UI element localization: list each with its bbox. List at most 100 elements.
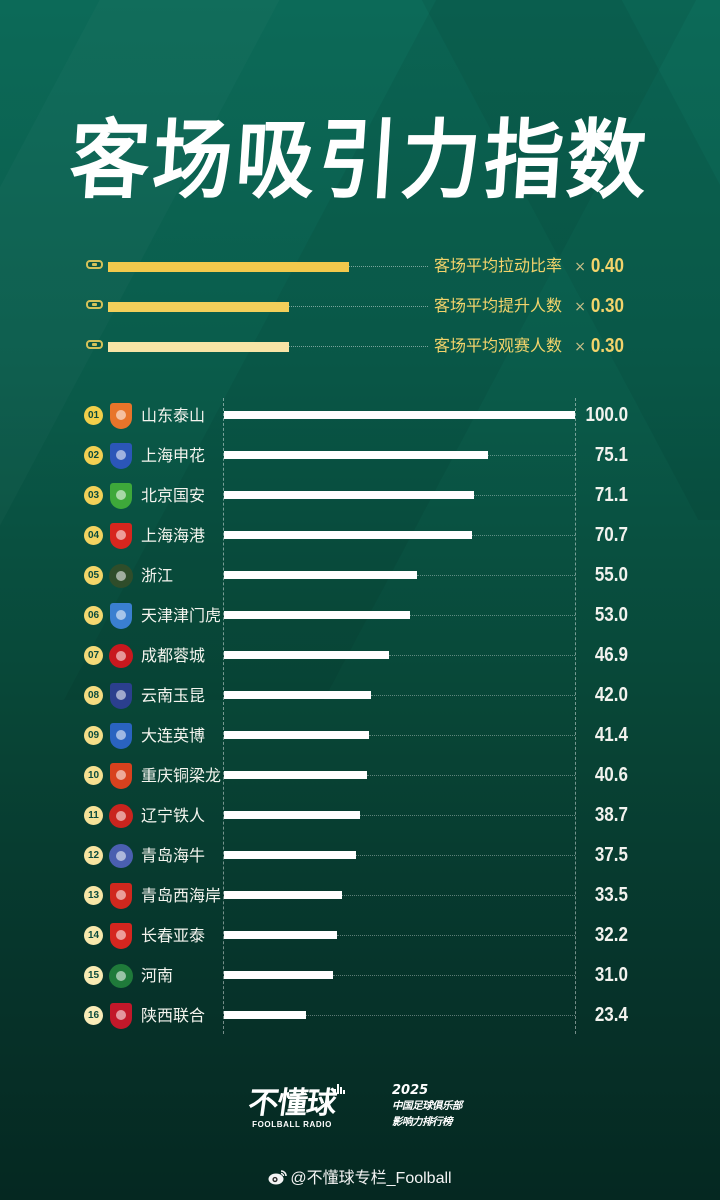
score-bar <box>224 571 417 579</box>
rank-badge: 08 <box>84 686 103 705</box>
legend-leader-line <box>289 306 428 307</box>
legend-weight: 0.30 <box>590 335 624 357</box>
team-crest-icon <box>110 883 132 909</box>
audio-wave-icon <box>334 1084 346 1094</box>
legend-bar <box>108 302 289 312</box>
score-value: 75.1 <box>594 444 628 466</box>
stadium-icon <box>86 300 103 309</box>
bar-leader-line <box>389 655 575 656</box>
ranking-row: 15 河南 31.0 <box>0 956 720 996</box>
tag-line1: 中国足球俱乐部 <box>392 1100 463 1112</box>
score-bar <box>224 811 360 819</box>
legend-leader-line <box>289 346 428 347</box>
page-title: 客场吸引力指数 <box>66 111 654 211</box>
stadium-icon <box>86 340 103 349</box>
score-value: 41.4 <box>594 724 628 746</box>
score-bar <box>224 611 410 619</box>
rank-badge: 16 <box>84 1006 103 1025</box>
ranking-chart: 01 山东泰山 100.0 02 上海申花 75.1 03 北京国安 71.1 04 上海海港 70.… <box>0 396 720 1036</box>
team-name: 陕西联合 <box>141 1006 206 1025</box>
score-value: 46.9 <box>594 644 628 666</box>
score-bar <box>224 531 472 539</box>
score-bar <box>224 851 356 859</box>
bar-leader-line <box>356 855 575 856</box>
score-value: 32.2 <box>594 924 628 946</box>
team-crest-icon <box>110 403 132 429</box>
team-crest-icon <box>110 1003 132 1029</box>
score-bar <box>224 451 488 459</box>
team-crest-icon <box>110 723 132 749</box>
score-value: 40.6 <box>594 764 628 786</box>
team-name: 天津津门虎 <box>141 606 222 625</box>
score-bar <box>224 691 371 699</box>
legend-leader-line <box>349 266 428 267</box>
team-name: 青岛西海岸 <box>141 886 222 905</box>
team-crest-icon <box>109 964 133 988</box>
team-crest-icon <box>109 564 133 588</box>
brand-logo-subtitle: FOOLBALL RADIO <box>252 1120 332 1129</box>
ranking-row: 12 青岛海牛 37.5 <box>0 836 720 876</box>
brand-logo-text: 不懂球 <box>246 1086 339 1121</box>
bar-leader-line <box>306 1015 575 1016</box>
team-name: 山东泰山 <box>141 406 206 425</box>
ranking-row: 01 山东泰山 100.0 <box>0 396 720 436</box>
ranking-row: 09 大连英博 41.4 <box>0 716 720 756</box>
team-name: 成都蓉城 <box>141 646 206 665</box>
rank-badge: 06 <box>84 606 103 625</box>
tag-year: 2025 <box>392 1083 429 1098</box>
team-name: 北京国安 <box>141 486 206 505</box>
score-value: 71.1 <box>594 484 628 506</box>
bar-leader-line <box>410 615 575 616</box>
score-bar <box>224 771 367 779</box>
ranking-row: 13 青岛西海岸 33.5 <box>0 876 720 916</box>
weibo-icon <box>268 1169 288 1185</box>
rank-badge: 14 <box>84 926 103 945</box>
ranking-row: 14 长春亚泰 32.2 <box>0 916 720 956</box>
score-bar <box>224 891 342 899</box>
score-value: 53.0 <box>594 604 628 626</box>
score-value: 55.0 <box>594 564 628 586</box>
score-bar <box>224 491 474 499</box>
multiply-sign: × <box>574 339 586 355</box>
tag-line2: 影响力排行榜 <box>392 1116 453 1128</box>
weibo-handle: @不懂球专栏_Foolball <box>290 1170 452 1187</box>
bar-leader-line <box>333 975 575 976</box>
legend-bar <box>108 342 289 352</box>
team-crest-icon <box>109 804 133 828</box>
legend-item: 客场平均拉动比率 × 0.40 <box>86 255 646 295</box>
rank-badge: 01 <box>84 406 103 425</box>
axis-zero-line <box>223 398 224 1034</box>
team-crest-icon <box>109 644 133 668</box>
ranking-row: 06 天津津门虎 53.0 <box>0 596 720 636</box>
bar-leader-line <box>474 495 575 496</box>
bar-leader-line <box>488 455 575 456</box>
team-name: 浙江 <box>141 566 174 585</box>
team-name: 上海申花 <box>141 446 206 465</box>
team-crest-icon <box>110 763 132 789</box>
score-bar <box>224 971 333 979</box>
rank-badge: 13 <box>84 886 103 905</box>
team-name: 上海海港 <box>141 526 206 545</box>
score-value: 70.7 <box>594 524 628 546</box>
rank-badge: 03 <box>84 486 103 505</box>
legend-label: 客场平均提升人数 <box>433 296 562 315</box>
weight-legend: 客场平均拉动比率 × 0.40 客场平均提升人数 × 0.30 客场平均观赛人数 × 0.30 <box>86 255 646 375</box>
team-name: 河南 <box>141 966 174 985</box>
ranking-row: 16 陕西联合 23.4 <box>0 996 720 1036</box>
bar-leader-line <box>371 695 575 696</box>
score-value: 33.5 <box>594 884 628 906</box>
team-name: 大连英博 <box>141 726 206 745</box>
bar-leader-line <box>369 735 575 736</box>
team-crest-icon <box>110 523 132 549</box>
multiply-sign: × <box>574 259 586 275</box>
score-value: 23.4 <box>594 1004 628 1026</box>
team-crest-icon <box>110 603 132 629</box>
ranking-row: 08 云南玉昆 42.0 <box>0 676 720 716</box>
brand-logo: 不懂球 FOOLBALL RADIO <box>242 1084 345 1129</box>
stadium-icon <box>86 260 103 269</box>
ranking-row: 04 上海海港 70.7 <box>0 516 720 556</box>
team-name: 云南玉昆 <box>141 686 206 705</box>
weibo-watermark: @不懂球专栏_Foolball <box>0 1168 720 1190</box>
team-name: 长春亚泰 <box>141 926 206 945</box>
score-bar <box>224 651 389 659</box>
